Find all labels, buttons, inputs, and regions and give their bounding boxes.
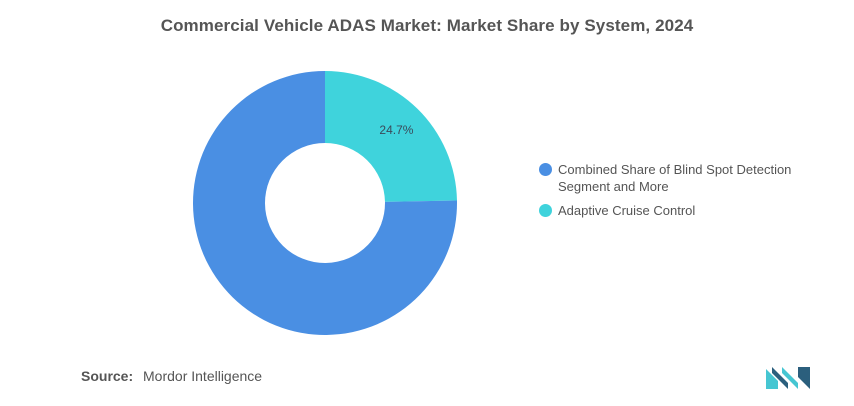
legend-label-adaptive-cruise: Adaptive Cruise Control xyxy=(558,203,696,218)
source-label: Source: xyxy=(81,368,134,384)
legend-item-blind-spot[interactable]: Combined Share of Blind Spot Detection S… xyxy=(539,161,839,195)
chart-title: Commercial Vehicle ADAS Market: Market S… xyxy=(160,16,694,35)
legend-item-adaptive-cruise[interactable]: Adaptive Cruise Control xyxy=(539,202,839,219)
slice-label-adaptive-cruise: 24.7% xyxy=(379,123,413,137)
mordor-intelligence-logo-icon xyxy=(766,367,810,389)
legend-swatch-blind-spot xyxy=(539,163,552,176)
source-line: Source: Mordor Intelligence xyxy=(81,368,262,384)
donut-chart: 24.7% xyxy=(193,71,458,335)
legend-swatch-adaptive-cruise xyxy=(539,204,552,217)
slice-blind-spot[interactable] xyxy=(193,71,458,335)
slice-adaptive-cruise[interactable] xyxy=(325,71,457,202)
legend-label-blind-spot: Combined Share of Blind Spot Detection S… xyxy=(558,162,792,194)
source-value: Mordor Intelligence xyxy=(143,368,263,384)
chart-legend: Combined Share of Blind Spot Detection S… xyxy=(539,161,839,226)
